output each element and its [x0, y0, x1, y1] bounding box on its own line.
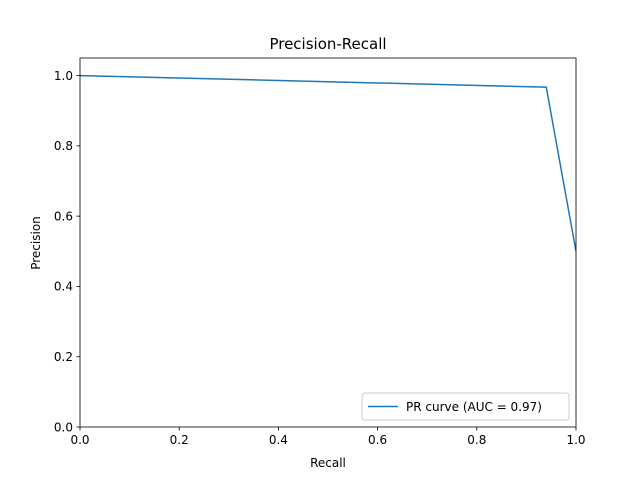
legend-box: [361, 392, 570, 421]
y-tick-label: 1.0: [54, 69, 73, 83]
y-tick-label: 0.0: [54, 420, 73, 434]
x-tick-label: 0.0: [70, 433, 89, 447]
y-tick-label: 0.8: [54, 139, 73, 153]
y-axis-label: Precision: [29, 216, 43, 270]
y-tick-label: 0.2: [54, 350, 73, 364]
legend: PR curve (AUC = 0.97): [361, 392, 570, 421]
chart-title: Precision-Recall: [269, 35, 386, 53]
legend-label: PR curve (AUC = 0.97): [406, 400, 542, 414]
x-tick-label: 1.0: [566, 433, 585, 447]
series-line-0: [80, 74, 576, 252]
axes-frame: [79, 57, 577, 428]
x-axis-label: Recall: [310, 456, 346, 470]
x-tick-label: 0.2: [170, 433, 189, 447]
plot-area: 0.0 0.2 0.4 0.6 0.8 1.0 0.0 0.2 0.4 0.6 0.8 1.0: [54, 57, 586, 447]
x-tick-label: 0.8: [467, 433, 486, 447]
x-tick-label: 0.4: [269, 433, 288, 447]
x-tick-label: 0.6: [368, 433, 387, 447]
y-tick-label: 0.6: [54, 209, 73, 223]
y-tick-label: 0.4: [54, 280, 73, 294]
